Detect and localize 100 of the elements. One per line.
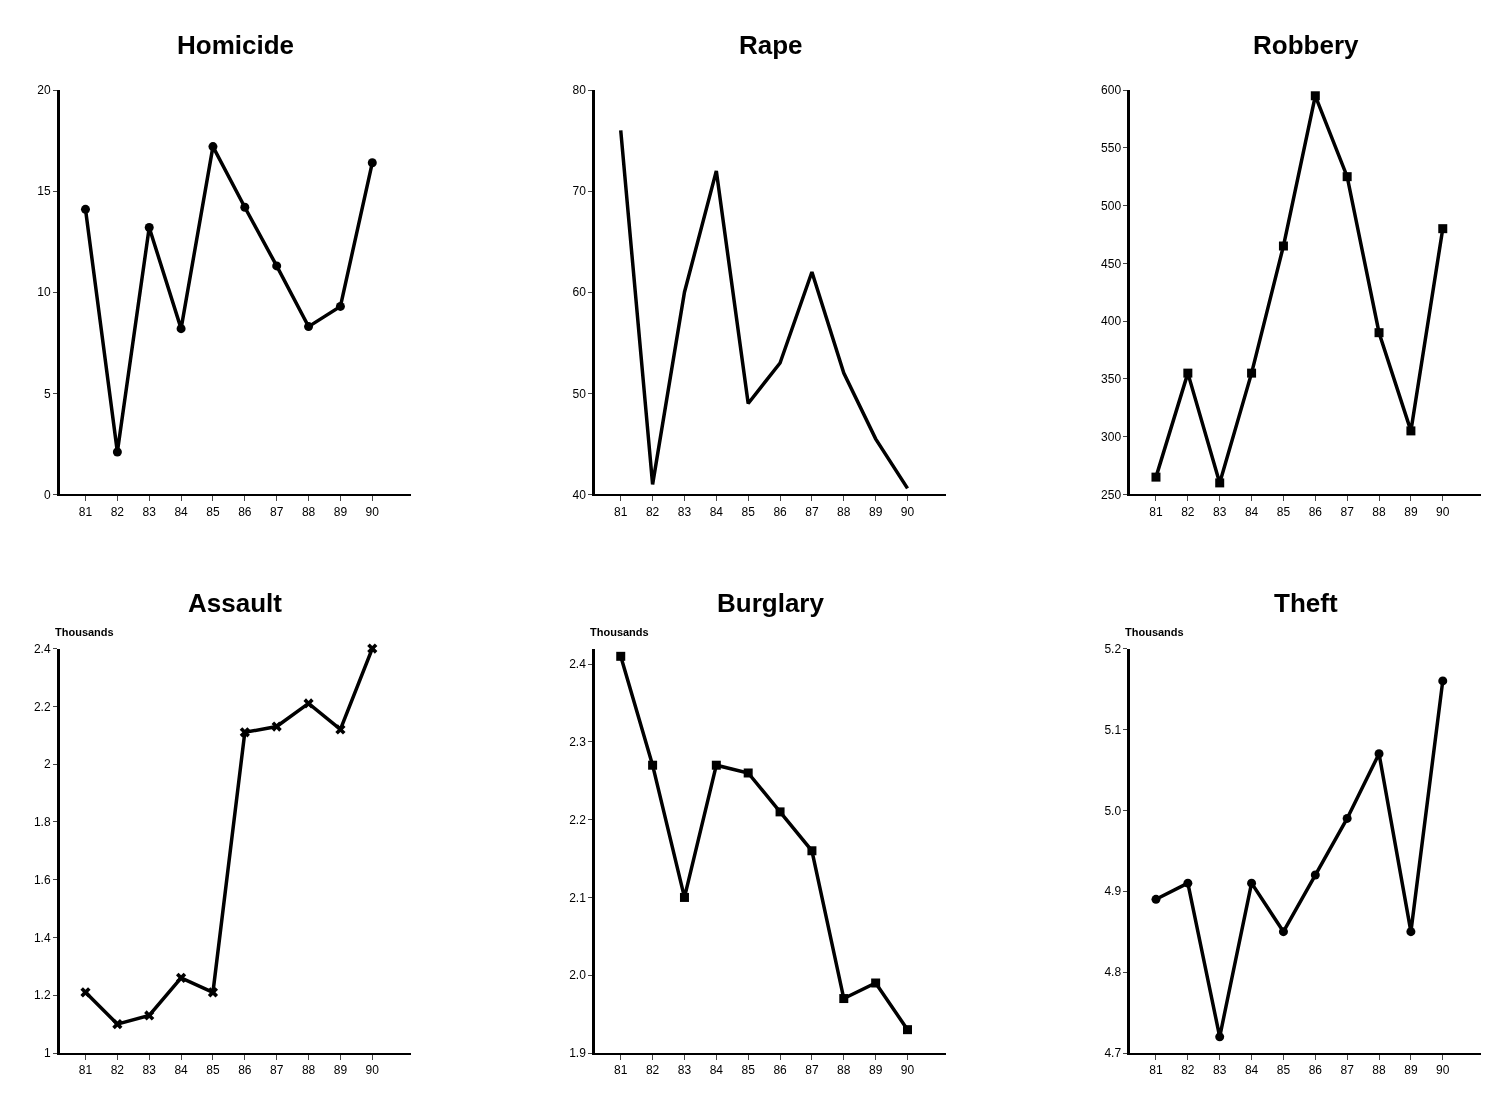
x-tick-label: 85: [206, 504, 220, 519]
y-tick-label: 2.0: [569, 968, 587, 983]
point: [367, 643, 378, 654]
x-tick-label: 87: [805, 1063, 819, 1078]
point: [775, 807, 785, 817]
x-tick-label: 87: [1340, 1063, 1355, 1078]
x-tick-label: 88: [1372, 504, 1387, 519]
x-tick-label: 81: [614, 1063, 628, 1078]
y-tick-label: 2.3: [569, 735, 587, 750]
x-tick-label: 89: [868, 1063, 883, 1078]
x-tick-label: 84: [709, 1063, 724, 1078]
y-tick-label: 1.9: [569, 1046, 587, 1061]
point: [144, 1010, 155, 1021]
y-tick-label: 20: [37, 83, 51, 98]
x-tick-label: 84: [1244, 504, 1259, 519]
point: [648, 760, 658, 770]
y-tick-label: 4.8: [1104, 965, 1122, 980]
y-axis-title: Thousands: [590, 626, 649, 638]
x-tick-label: 88: [301, 1063, 316, 1078]
x-tick-label: 83: [677, 1063, 692, 1078]
point: [367, 158, 377, 168]
point: [1278, 241, 1288, 251]
point: [1374, 749, 1384, 759]
y-tick-label: 2.2: [569, 812, 587, 827]
x-tick-label: 90: [365, 504, 380, 519]
y-tick-label: 350: [1101, 372, 1122, 387]
y-tick-label: 250: [1101, 487, 1122, 502]
x-tick-label: 84: [174, 1063, 189, 1078]
x-tick-label: 82: [645, 504, 660, 519]
point: [1406, 927, 1416, 937]
y-tick-label: 5.0: [1104, 803, 1122, 818]
y-tick-label: 2: [43, 757, 51, 772]
x-tick-label: 89: [333, 1063, 348, 1078]
point: [903, 1025, 913, 1035]
chart-title: Rape: [739, 30, 803, 60]
x-tick-label: 82: [1181, 1063, 1195, 1078]
y-tick-label: 4.9: [1104, 884, 1122, 899]
x-tick-label: 84: [709, 504, 724, 519]
chart-title: Burglary: [717, 588, 825, 618]
point: [335, 724, 346, 735]
y-tick-label: 1.6: [33, 872, 51, 887]
point: [335, 301, 345, 311]
x-tick-label: 85: [741, 1063, 756, 1078]
x-tick-label: 87: [270, 504, 284, 519]
y-tick-label: 40: [572, 487, 587, 502]
x-tick-label: 90: [1436, 1063, 1450, 1078]
y-tick-label: 70: [572, 184, 587, 199]
x-tick-label: 88: [837, 504, 851, 519]
x-tick-label: 81: [78, 504, 93, 519]
line-series: [618, 128, 910, 491]
x-tick-label: 83: [1213, 1063, 1227, 1078]
point: [679, 892, 689, 902]
x-tick-label: 85: [1276, 504, 1291, 519]
point: [1215, 1032, 1225, 1042]
x-tick-label: 86: [238, 1063, 252, 1078]
chart-title: Assault: [188, 588, 283, 618]
y-tick-label: 4.7: [1104, 1046, 1122, 1061]
y-axis-title: Thousands: [55, 626, 114, 638]
x-tick-label: 88: [301, 504, 316, 519]
point: [1310, 91, 1320, 101]
x-tick-label: 90: [1436, 504, 1450, 519]
y-tick-label: 50: [572, 386, 587, 401]
y-tick-label: 15: [37, 184, 51, 199]
point: [871, 978, 881, 988]
y-tick-label: 1.8: [33, 815, 51, 830]
x-tick-label: 84: [1244, 1063, 1259, 1078]
chart-title: Homicide: [177, 30, 295, 60]
point: [711, 760, 721, 770]
point: [80, 204, 90, 214]
x-tick-label: 83: [142, 504, 157, 519]
x-tick-label: 82: [1181, 504, 1195, 519]
point: [1183, 878, 1193, 888]
point: [1183, 368, 1193, 378]
point: [239, 727, 250, 738]
point: [1247, 368, 1257, 378]
y-tick-label: 1.4: [33, 930, 51, 945]
y-tick-label: 80: [572, 83, 587, 98]
x-tick-label: 81: [78, 1063, 93, 1078]
x-tick-label: 85: [741, 504, 756, 519]
x-tick-label: 86: [773, 504, 788, 519]
point: [112, 1019, 123, 1030]
y-tick-label: 1: [43, 1046, 51, 1061]
x-tick-label: 86: [773, 1063, 788, 1078]
point: [112, 447, 122, 457]
point: [1374, 328, 1384, 338]
point: [1151, 894, 1161, 904]
point: [208, 142, 218, 152]
point: [807, 846, 817, 856]
y-tick-label: 450: [1101, 256, 1122, 271]
x-tick-label: 86: [1308, 1063, 1323, 1078]
x-tick-label: 82: [110, 504, 125, 519]
y-tick-label: 5.1: [1104, 722, 1122, 737]
x-tick-label: 88: [837, 1063, 851, 1078]
x-tick-label: 85: [206, 1063, 220, 1078]
y-tick-label: 400: [1101, 314, 1122, 329]
x-tick-label: 86: [1308, 504, 1323, 519]
point: [1151, 472, 1161, 482]
point: [271, 721, 282, 732]
point: [743, 768, 753, 778]
x-tick-label: 90: [365, 1063, 380, 1078]
